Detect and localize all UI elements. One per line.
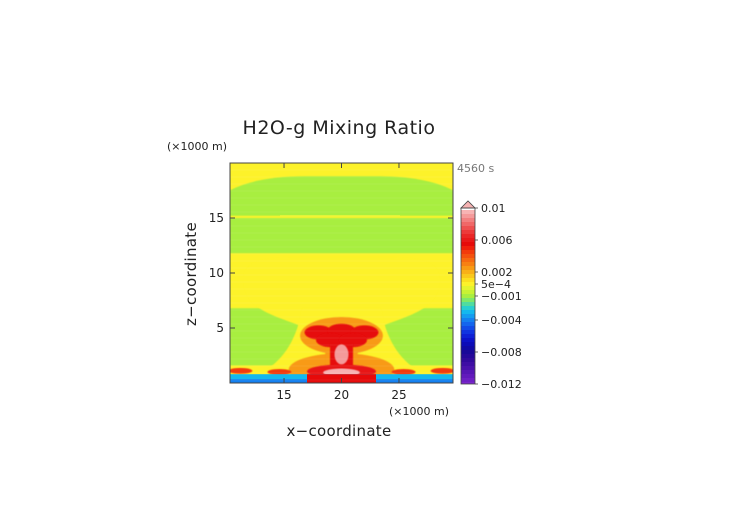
surface-red-patch — [230, 367, 253, 374]
colorbar-swatch — [461, 234, 475, 238]
colorbar-swatch — [461, 282, 475, 286]
colorbar-swatch — [461, 378, 475, 382]
colorbar-swatch — [461, 350, 475, 354]
colorbar-swatch — [461, 226, 475, 230]
colorbar-swatch — [461, 330, 475, 334]
colorbar-swatch — [461, 218, 475, 222]
colorbar-swatch — [461, 338, 475, 342]
colorbar-swatch — [461, 278, 475, 282]
colorbar-tick-label: −0.012 — [481, 378, 522, 391]
colorbar-swatch — [461, 354, 475, 358]
colorbar-swatch — [461, 374, 475, 378]
colorbar-swatch — [461, 334, 475, 338]
colorbar-swatch — [461, 298, 475, 302]
colorbar-swatch — [461, 362, 475, 366]
colorbar-swatch — [461, 314, 475, 318]
surface-red-patch — [391, 369, 416, 375]
colorbar-tick-label: −0.001 — [481, 290, 522, 303]
colorbar-tick-label: 0.01 — [481, 202, 506, 215]
colorbar — [460, 200, 476, 385]
y-axis-label: z−coordinate — [182, 222, 200, 326]
field-thin-line — [280, 215, 400, 217]
colorbar-swatch — [461, 254, 475, 258]
x-tick-label: 15 — [276, 388, 291, 402]
colorbar-swatch — [461, 238, 475, 242]
time-label: 4560 s — [457, 162, 494, 175]
colorbar-swatch — [461, 310, 475, 314]
colorbar-tick-label: 5e−4 — [481, 278, 511, 291]
x-axis-ticks: 15 20 25 — [276, 163, 407, 402]
colorbar-swatch — [461, 346, 475, 350]
x-tick-label: 25 — [391, 388, 406, 402]
colorbar-swatch — [461, 370, 475, 374]
colorbar-tick-label: 0.006 — [481, 234, 513, 247]
y-scale-label: (×1000 m) — [167, 140, 227, 153]
colorbar-extend-arrow — [460, 200, 476, 209]
colorbar-swatch — [461, 210, 475, 214]
y-tick-label: 10 — [209, 266, 224, 280]
heatmap-field — [230, 163, 453, 383]
colorbar-swatch — [461, 250, 475, 254]
colorbar-tick-label: −0.008 — [481, 346, 522, 359]
colorbar-swatch — [461, 382, 475, 384]
colorbar-swatch — [461, 290, 475, 294]
colorbar-swatch — [461, 230, 475, 234]
colorbar-swatch — [461, 318, 475, 322]
field-upper-band — [230, 176, 453, 216]
y-axis-ticks: 5 10 15 — [209, 211, 453, 335]
colorbar-swatch — [461, 242, 475, 246]
colorbar-swatch — [461, 342, 475, 346]
colorbar-swatch — [461, 246, 475, 250]
colorbar-swatch — [461, 274, 475, 278]
colorbar-swatch — [461, 302, 475, 306]
y-tick-label: 15 — [209, 211, 224, 225]
colorbar-swatch — [461, 286, 475, 290]
surface-red-patch — [267, 369, 292, 375]
surface-red-patch — [430, 367, 453, 374]
colorbar-swatch — [461, 294, 475, 298]
colorbar-tick-label: 0.002 — [481, 266, 513, 279]
chart-title: H2O-g Mixing Ratio — [243, 117, 436, 139]
colorbar-tick-label: −0.004 — [481, 314, 522, 327]
colorbar-swatch — [461, 306, 475, 310]
colorbar-swatch — [461, 322, 475, 326]
field-middle-band — [230, 218, 453, 254]
colorbar-swatch — [461, 262, 475, 266]
field-upper-cloud — [243, 257, 440, 338]
x-tick-label: 20 — [334, 388, 349, 402]
colorbar-swatch — [461, 270, 475, 274]
x-scale-label: (×1000 m) — [389, 405, 449, 418]
colorbar-swatch — [461, 266, 475, 270]
colorbar-swatch — [461, 214, 475, 218]
plume-pink-core — [334, 344, 349, 365]
colorbar-swatch — [461, 258, 475, 262]
colorbar-swatch — [461, 222, 475, 226]
colorbar-swatch — [461, 358, 475, 362]
x-axis-label: x−coordinate — [286, 422, 391, 440]
y-tick-label: 5 — [216, 321, 224, 335]
colorbar-swatch — [461, 326, 475, 330]
colorbar-swatch — [461, 366, 475, 370]
